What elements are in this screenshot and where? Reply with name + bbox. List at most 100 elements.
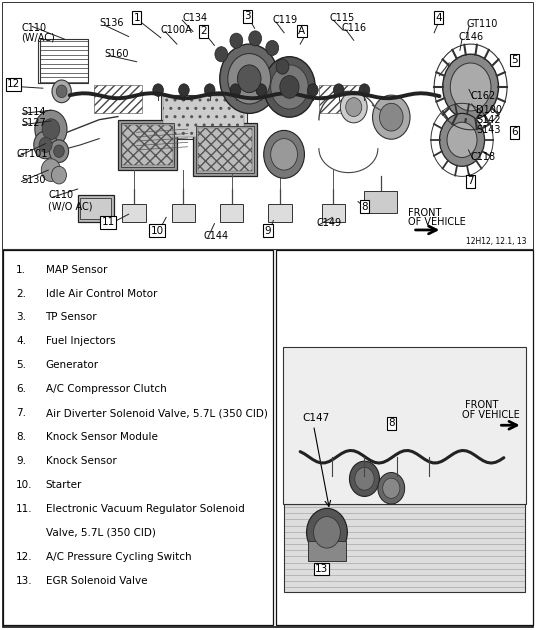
Text: Electronic Vacuum Regulator Solenoid: Electronic Vacuum Regulator Solenoid bbox=[46, 504, 244, 514]
Circle shape bbox=[41, 159, 61, 181]
Text: 2: 2 bbox=[200, 26, 207, 37]
Circle shape bbox=[178, 84, 189, 96]
Text: S142: S142 bbox=[476, 115, 501, 125]
Text: FRONT: FRONT bbox=[465, 400, 498, 410]
Circle shape bbox=[383, 478, 400, 498]
Circle shape bbox=[359, 84, 370, 96]
FancyBboxPatch shape bbox=[172, 204, 195, 222]
Circle shape bbox=[333, 84, 344, 96]
Text: 1: 1 bbox=[133, 13, 140, 23]
Text: Generator: Generator bbox=[46, 360, 99, 370]
FancyBboxPatch shape bbox=[308, 541, 346, 561]
Text: S130: S130 bbox=[21, 175, 46, 185]
Text: Starter: Starter bbox=[46, 480, 82, 490]
Circle shape bbox=[276, 59, 289, 74]
Circle shape bbox=[256, 84, 267, 96]
Text: (W/AC): (W/AC) bbox=[21, 33, 55, 43]
Text: C144: C144 bbox=[204, 231, 229, 241]
Circle shape bbox=[49, 140, 69, 163]
Text: A/C Pressure Cycling Switch: A/C Pressure Cycling Switch bbox=[46, 552, 191, 562]
Text: 6: 6 bbox=[511, 127, 518, 137]
Circle shape bbox=[264, 130, 304, 178]
Circle shape bbox=[314, 517, 340, 548]
Circle shape bbox=[228, 54, 271, 104]
Circle shape bbox=[271, 65, 308, 109]
Circle shape bbox=[440, 113, 485, 166]
Text: OF VEHICLE: OF VEHICLE bbox=[408, 217, 466, 227]
Text: 8.: 8. bbox=[16, 432, 26, 442]
Text: C134: C134 bbox=[182, 13, 207, 23]
Text: 12: 12 bbox=[7, 79, 20, 89]
Text: 10: 10 bbox=[151, 226, 163, 236]
Text: 9.: 9. bbox=[16, 456, 26, 466]
FancyBboxPatch shape bbox=[161, 94, 247, 139]
Text: 13.: 13. bbox=[16, 576, 33, 586]
Circle shape bbox=[42, 118, 60, 139]
Text: Knock Sensor: Knock Sensor bbox=[46, 456, 116, 466]
Circle shape bbox=[51, 166, 66, 184]
Text: C115: C115 bbox=[330, 13, 355, 23]
FancyBboxPatch shape bbox=[220, 204, 243, 222]
Circle shape bbox=[215, 47, 228, 62]
Text: S143: S143 bbox=[476, 125, 501, 135]
FancyBboxPatch shape bbox=[121, 123, 174, 167]
Text: Air Diverter Solenoid Valve, 5.7L (350 CID): Air Diverter Solenoid Valve, 5.7L (350 C… bbox=[46, 408, 267, 418]
Circle shape bbox=[220, 44, 279, 113]
Circle shape bbox=[282, 84, 293, 96]
Text: FRONT: FRONT bbox=[408, 208, 442, 218]
Circle shape bbox=[450, 63, 491, 111]
Circle shape bbox=[271, 139, 297, 170]
Circle shape bbox=[378, 472, 405, 504]
Text: 5.: 5. bbox=[16, 360, 26, 370]
Text: 12H12, 12.1, 13: 12H12, 12.1, 13 bbox=[466, 237, 527, 246]
Circle shape bbox=[54, 145, 64, 158]
Circle shape bbox=[249, 31, 262, 46]
Text: 7: 7 bbox=[467, 176, 474, 186]
Text: C162: C162 bbox=[471, 91, 496, 101]
Text: 11: 11 bbox=[102, 217, 115, 227]
Circle shape bbox=[280, 76, 299, 98]
Text: 6.: 6. bbox=[16, 384, 26, 394]
Circle shape bbox=[153, 84, 163, 96]
Text: C147: C147 bbox=[303, 413, 330, 423]
FancyBboxPatch shape bbox=[122, 125, 173, 165]
Text: 8: 8 bbox=[361, 202, 368, 212]
FancyBboxPatch shape bbox=[94, 85, 142, 113]
FancyBboxPatch shape bbox=[3, 3, 533, 627]
Text: S160: S160 bbox=[105, 49, 129, 59]
FancyBboxPatch shape bbox=[78, 195, 114, 222]
Circle shape bbox=[34, 131, 57, 159]
FancyBboxPatch shape bbox=[276, 250, 533, 625]
Text: C119: C119 bbox=[272, 15, 297, 25]
Text: 13: 13 bbox=[315, 564, 328, 574]
Circle shape bbox=[266, 40, 279, 55]
FancyBboxPatch shape bbox=[364, 191, 397, 213]
Text: 3: 3 bbox=[244, 11, 251, 21]
Text: 2.: 2. bbox=[16, 289, 26, 299]
Circle shape bbox=[349, 461, 379, 496]
FancyBboxPatch shape bbox=[193, 123, 257, 176]
Text: Idle Air Control Motor: Idle Air Control Motor bbox=[46, 289, 157, 299]
Circle shape bbox=[447, 122, 477, 158]
Text: 11.: 11. bbox=[16, 504, 33, 514]
Text: EGR Solenoid Valve: EGR Solenoid Valve bbox=[46, 576, 147, 586]
Text: 5: 5 bbox=[511, 55, 518, 65]
FancyBboxPatch shape bbox=[163, 96, 244, 137]
Text: A/C Compressor Clutch: A/C Compressor Clutch bbox=[46, 384, 166, 394]
FancyBboxPatch shape bbox=[80, 198, 111, 219]
Text: D100: D100 bbox=[476, 105, 502, 115]
Text: 8: 8 bbox=[388, 418, 394, 428]
Text: C110: C110 bbox=[48, 190, 73, 200]
Text: 4.: 4. bbox=[16, 336, 26, 346]
Circle shape bbox=[308, 84, 318, 96]
FancyBboxPatch shape bbox=[319, 85, 362, 113]
Text: C146: C146 bbox=[458, 32, 483, 42]
Text: C149: C149 bbox=[316, 218, 341, 228]
FancyBboxPatch shape bbox=[118, 120, 177, 170]
FancyBboxPatch shape bbox=[283, 346, 526, 504]
Text: C110: C110 bbox=[21, 23, 47, 33]
FancyBboxPatch shape bbox=[3, 250, 273, 625]
Circle shape bbox=[379, 103, 403, 131]
Circle shape bbox=[307, 508, 347, 556]
Circle shape bbox=[355, 467, 374, 490]
